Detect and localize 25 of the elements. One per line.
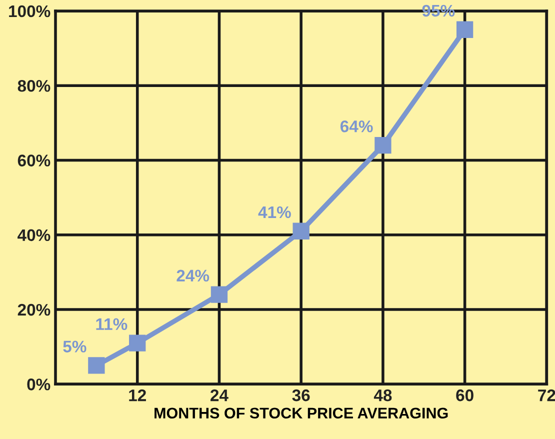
x-tick-label: 60: [456, 389, 474, 402]
x-tick-label: 48: [374, 389, 392, 402]
y-tick-label: 40%: [18, 229, 50, 242]
point: [129, 334, 146, 352]
x-axis-title: MONTHS OF STOCK PRICE AVERAGING: [154, 408, 448, 419]
point: [210, 286, 228, 303]
data-label: 41%: [258, 206, 291, 218]
data-label: 11%: [96, 318, 128, 330]
point: [374, 136, 392, 154]
x-tick-label: 24: [210, 389, 228, 402]
point: [88, 357, 105, 374]
y-tick-label: 60%: [18, 154, 50, 166]
y-tick-label: 20%: [18, 304, 50, 316]
data-label: 64%: [340, 120, 373, 132]
point: [292, 222, 310, 240]
y-tick-label: 100%: [9, 5, 50, 18]
data-label: 5%: [63, 340, 86, 352]
point: [456, 21, 474, 38]
y-tick-label: 80%: [18, 80, 50, 92]
x-tick-label: 72: [538, 389, 555, 402]
y-tick-label: 0%: [27, 378, 50, 390]
data-label: 24%: [176, 270, 210, 282]
data-label: 95%: [422, 4, 455, 17]
x-tick-label: 12: [129, 389, 146, 402]
x-tick-label: 36: [292, 389, 310, 402]
